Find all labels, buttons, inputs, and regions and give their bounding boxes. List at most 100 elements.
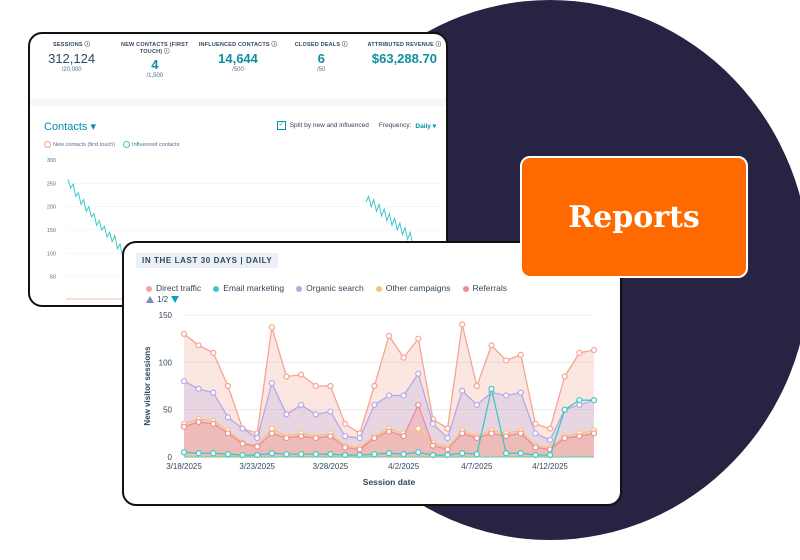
point-email-marketing: [444, 452, 451, 459]
point-referrals: [180, 423, 188, 430]
point-email-marketing: [488, 385, 495, 392]
point-direct-traffic: [561, 373, 568, 380]
point-organic-search: [341, 433, 349, 440]
page-down-icon[interactable]: [171, 296, 180, 303]
point-direct-traffic: [576, 349, 583, 356]
sessions-chart: 0 50 100 150 New visitor sessions 3/18/2025 3/…: [143, 311, 598, 487]
point-email-marketing: [254, 452, 261, 459]
y-tick-label: 150: [47, 228, 56, 234]
kpi-goal: /50: [317, 66, 326, 73]
kpi-value: 6: [317, 50, 325, 66]
legend-referrals[interactable]: Referrals: [462, 283, 507, 293]
kpi-label: SESSIONS ⓘ: [53, 42, 91, 48]
point-direct-traffic: [546, 425, 554, 432]
kpi-closed-deals[interactable]: CLOSED DEALS ⓘ 6 /50: [280, 34, 363, 98]
point-direct-traffic: [400, 354, 407, 361]
kpi-label: NEW CONTACTS (FIRST TOUCH) ⓘ: [121, 42, 189, 55]
point-referrals: [459, 430, 466, 437]
point-organic-search: [371, 401, 378, 409]
point-direct-traffic: [517, 351, 524, 358]
point-organic-search: [429, 420, 437, 427]
point-organic-search: [517, 389, 524, 396]
kpi-label: CLOSED DEALS ⓘ: [294, 42, 348, 48]
legend-email-marketing[interactable]: Email marketing: [213, 283, 284, 293]
point-organic-search: [254, 434, 261, 442]
kpi-label: ATTRIBUTED REVENUE ⓘ: [367, 42, 442, 48]
page-up-icon[interactable]: [146, 296, 154, 303]
point-organic-search: [224, 414, 232, 421]
kpi-goal: /500: [232, 66, 244, 73]
point-organic-search: [400, 392, 407, 399]
y-axis-label: New visitor sessions: [143, 346, 152, 426]
point-direct-traffic: [268, 324, 275, 331]
legend-dot-icon: [123, 141, 131, 148]
y-tick-label: 50: [163, 406, 172, 415]
kpi-attributed-revenue[interactable]: ATTRIBUTED REVENUE ⓘ $63,288.70: [363, 34, 446, 98]
kpi-strip: SESSIONS ⓘ 312,124 /20,000 NEW CONTACTS …: [30, 34, 446, 99]
point-email-marketing: [590, 397, 598, 404]
x-tick-label: 3/23/2025: [239, 462, 275, 471]
legend-dot-icon: [44, 141, 51, 148]
x-axis-label: Session date: [363, 477, 416, 487]
legend-influenced-contacts[interactable]: Influenced contacts: [123, 141, 179, 148]
split-checkbox[interactable]: ✓: [276, 121, 286, 130]
point-organic-search: [180, 378, 188, 385]
point-organic-search: [546, 436, 554, 444]
point-email-marketing: [180, 449, 188, 456]
frequency-dropdown[interactable]: Daily ▾: [415, 122, 436, 130]
point-email-marketing: [210, 450, 217, 457]
legend-direct-traffic[interactable]: Direct traffic: [146, 283, 201, 293]
x-tick-label: 3/18/2025: [166, 462, 202, 471]
point-email-marketing: [385, 450, 393, 457]
point-direct-traffic: [224, 382, 232, 390]
legend-organic-search[interactable]: Organic search: [296, 283, 364, 293]
point-organic-search: [312, 411, 319, 418]
point-organic-search: [195, 385, 202, 392]
point-organic-search: [268, 380, 275, 387]
date-range-label: IN THE LAST 30 DAYS | DAILY: [136, 253, 279, 268]
point-email-marketing: [532, 452, 539, 459]
point-email-marketing: [429, 452, 437, 459]
split-label: Split by new and influenced: [289, 122, 369, 129]
contacts-legend: New contacts (first touch) Influenced co…: [44, 141, 179, 148]
point-referrals: [254, 443, 261, 450]
point-email-marketing: [517, 450, 524, 457]
point-direct-traffic: [459, 321, 466, 328]
point-referrals: [444, 446, 451, 453]
point-email-marketing: [371, 451, 378, 458]
point-referrals: [576, 433, 583, 440]
kpi-influenced-contacts[interactable]: INFLUENCED CONTACTS ⓘ 14,644 /500: [196, 34, 279, 98]
point-email-marketing: [561, 406, 568, 413]
legend-dot-icon: [375, 285, 382, 292]
point-email-marketing: [576, 397, 583, 404]
legend-dot-icon: [296, 285, 303, 292]
point-email-marketing: [356, 452, 363, 459]
legend-new-contacts[interactable]: New contacts (first touch): [44, 141, 115, 148]
point-referrals: [415, 401, 422, 409]
point-referrals: [517, 430, 524, 437]
point-other-campaigns: [415, 425, 422, 432]
point-direct-traffic: [371, 382, 378, 390]
point-direct-traffic: [312, 382, 319, 390]
kpi-value: 312,124: [48, 50, 96, 66]
point-referrals: [488, 430, 495, 437]
point-organic-search: [444, 434, 451, 442]
point-direct-traffic: [210, 349, 217, 356]
kpi-new-contacts[interactable]: NEW CONTACTS (FIRST TOUCH) ⓘ 4 /1,500: [113, 34, 196, 98]
legend-other-campaigns[interactable]: Other campaigns: [375, 283, 451, 293]
point-referrals: [429, 442, 437, 449]
area-referrals: [184, 404, 594, 457]
point-email-marketing: [400, 451, 407, 458]
y-tick-label: 100: [159, 358, 173, 367]
point-organic-search: [415, 370, 422, 377]
kpi-value: $63,288.70: [371, 50, 437, 66]
contacts-dropdown[interactable]: Contacts ▾: [44, 121, 96, 133]
kpi-sessions[interactable]: SESSIONS ⓘ 312,124 /20,000: [30, 34, 113, 98]
legend-dot-icon: [462, 285, 469, 292]
point-referrals: [590, 430, 598, 437]
x-tick-label: 4/7/2025: [461, 462, 493, 471]
y-tick-label: 0: [168, 453, 173, 462]
y-tick-label: 150: [159, 311, 173, 320]
point-referrals: [503, 433, 510, 440]
x-tick-label: 3/28/2025: [313, 462, 349, 471]
